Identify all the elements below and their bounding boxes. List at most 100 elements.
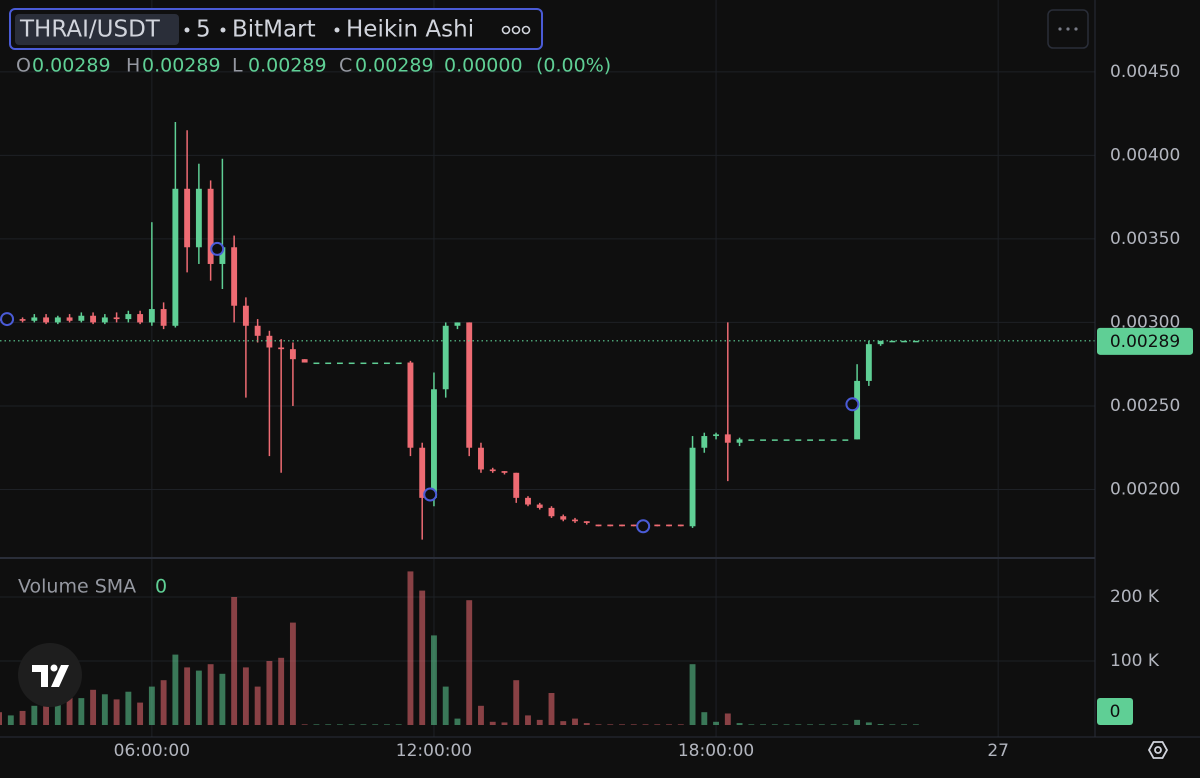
candle-body (325, 362, 332, 365)
volume-bar (360, 724, 367, 725)
ohlc-key: O (16, 55, 31, 77)
candle-body (630, 524, 637, 527)
volume-bar (254, 686, 261, 725)
candle-body (583, 521, 590, 523)
volume-bar (384, 724, 390, 725)
candle-body (66, 317, 73, 321)
candle-body (783, 439, 790, 441)
candle-body (442, 325, 449, 390)
volume-bar (195, 670, 202, 725)
candle-body (689, 447, 696, 527)
volume-bar (395, 724, 402, 725)
candle-body (172, 188, 179, 326)
volume-bar (113, 699, 120, 725)
volume-bar (419, 590, 426, 725)
more-button[interactable] (501, 25, 531, 35)
volume-badge-label: 0 (1110, 702, 1121, 722)
volume-bar (619, 724, 625, 725)
volume-bar (760, 724, 767, 725)
candle-body (78, 315, 85, 321)
volume-bar (783, 724, 790, 725)
marks (0, 121, 1095, 725)
candle-body (101, 317, 108, 323)
ohlc-value: 0.00289 (142, 55, 221, 77)
logo[interactable] (18, 643, 82, 707)
candle-body (231, 247, 238, 306)
axes: 06:00:00 12:00:00 18:00:00 27 0.00200 0.00250… (114, 62, 1193, 761)
volume-badge (1097, 698, 1133, 725)
separator-dot (184, 27, 190, 33)
x-tick-label: 27 (987, 741, 1009, 761)
volume-bar (501, 722, 508, 725)
event-marker (0, 312, 15, 327)
candle-body (407, 362, 414, 448)
volume-bar (442, 686, 449, 725)
event-marker (845, 397, 860, 412)
volume-bar (43, 696, 50, 725)
volume-bar (865, 722, 872, 725)
x-tick-label: 12:00:00 (396, 741, 472, 761)
volume-bar (666, 724, 672, 725)
volume-bar (795, 724, 802, 725)
volume-bar (901, 724, 908, 725)
volume-bar (489, 721, 496, 725)
candle-body (677, 524, 684, 527)
volume-bar (407, 571, 414, 725)
volume-bar (160, 680, 167, 725)
volume-bar (336, 724, 343, 725)
candle-body (301, 359, 308, 363)
volume-bar (207, 664, 214, 725)
candle-body (877, 340, 884, 345)
candle-body (54, 317, 61, 323)
menu-dots (1058, 27, 1078, 31)
volume-bar (854, 719, 861, 725)
candle-body (360, 362, 367, 365)
volume-bar (184, 667, 191, 725)
candle-body (125, 314, 132, 320)
candle-body (466, 322, 473, 448)
candle-body (137, 314, 144, 323)
candle-body (912, 340, 919, 343)
candle-body (219, 247, 226, 264)
separator-dot (334, 27, 340, 33)
candle-body (713, 434, 719, 437)
candle-body (454, 322, 461, 326)
x-tick-label: 06:00:00 (114, 741, 190, 761)
volume-bar (595, 724, 602, 725)
candle-body (195, 188, 202, 248)
grid (0, 0, 1095, 737)
candle-body (31, 317, 38, 321)
volume-bar (513, 680, 520, 725)
volume-bar (807, 724, 814, 725)
change-percent: (0.00%) (536, 55, 611, 77)
candle-body (701, 436, 708, 448)
candle-body (313, 362, 320, 365)
event-marker (210, 241, 225, 256)
volume-bar (172, 654, 179, 725)
candle-body (148, 309, 155, 323)
candle-body (160, 309, 167, 326)
candle-body (419, 447, 426, 498)
volume-bar (478, 705, 484, 725)
candle-body (278, 347, 285, 350)
candle-body (266, 335, 273, 348)
ohlc-key: L (232, 55, 243, 77)
y-tick-label: 0.00300 (1110, 312, 1180, 332)
ohlc-value: 0.00289 (248, 55, 327, 77)
candle-body (854, 380, 861, 440)
volume-bar (313, 724, 320, 725)
candle-body (242, 305, 249, 326)
settings-button[interactable] (1147, 741, 1169, 759)
volume-bar (877, 724, 884, 725)
ohlc-value: 0.00289 (355, 55, 434, 77)
candle-body (525, 497, 531, 505)
candle-body (889, 340, 896, 343)
candle-body (207, 188, 214, 264)
volume-bar (607, 724, 614, 725)
candle-body (384, 362, 390, 365)
ohlc-value: 0.00289 (32, 55, 111, 77)
candle-body (560, 516, 567, 520)
volume-bar (0, 712, 2, 725)
candle-body (724, 434, 731, 443)
